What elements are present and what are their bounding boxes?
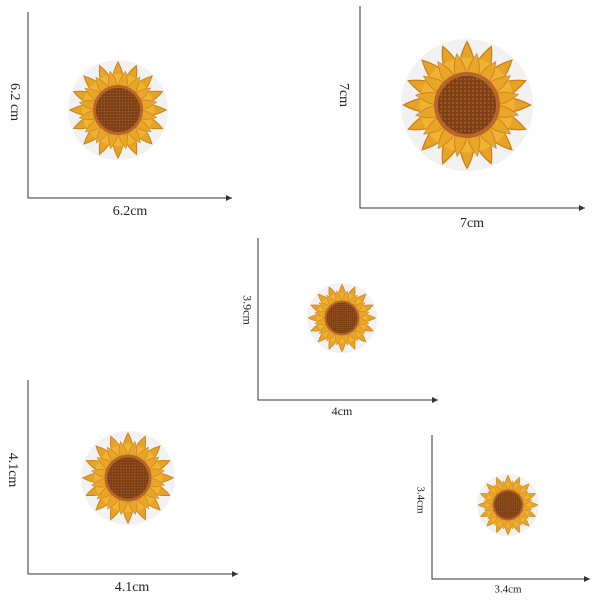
patch-group: 3.4cm 3.4cm [414,435,590,596]
patch-group: 4.1cm 4.1cm [5,380,238,595]
height-label: 3.4cm [414,486,426,514]
dimension-lines [257,238,438,403]
height-label: 4.1cm [5,453,20,488]
dimension-lines [27,12,232,201]
patch-group: 3.9cm 4cm [240,238,438,418]
width-label: 7cm [460,216,484,231]
sunflower-patch [307,283,377,353]
patch-group: 7cm 7cm [336,6,585,231]
sunflower-patch [401,39,533,171]
sunflower-patch [477,474,539,536]
sunflower-patch [81,431,175,525]
dimension-lines [27,380,238,577]
dimension-lines [359,6,585,211]
dimension-lines [431,435,590,582]
height-label: 7cm [336,83,351,107]
width-label: 4cm [332,404,353,418]
patch-group: 6.2 cm 6.2cm [7,12,232,219]
height-label: 6.2 cm [7,83,22,121]
sunflower-patch [68,60,168,160]
width-label: 3.4cm [494,584,522,596]
height-label: 3.9cm [240,295,254,325]
width-label: 6.2cm [113,204,148,219]
width-label: 4.1cm [115,580,150,595]
